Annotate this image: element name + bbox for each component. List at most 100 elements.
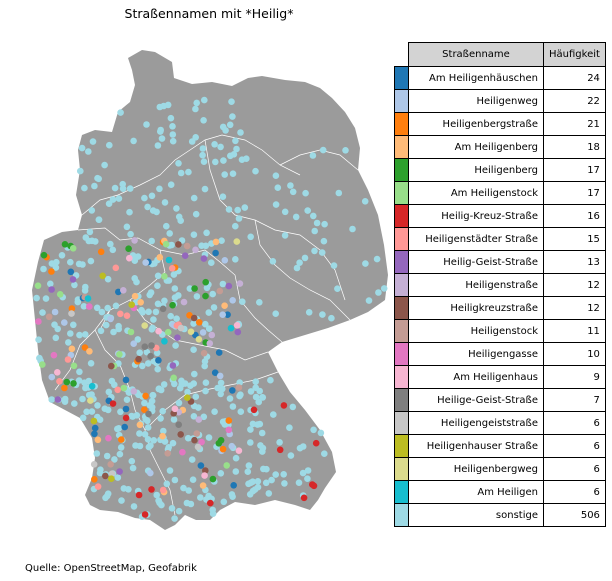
street-point <box>195 319 203 326</box>
street-point <box>229 493 236 501</box>
street-point <box>233 238 241 245</box>
street-point <box>67 258 74 266</box>
street-point <box>98 308 106 316</box>
street-point <box>180 298 188 306</box>
street-point <box>155 327 162 335</box>
street-point <box>193 430 201 437</box>
street-point <box>42 295 50 302</box>
street-point <box>318 249 326 256</box>
street-point <box>244 468 252 476</box>
street-point <box>144 424 152 431</box>
street-point <box>51 308 59 316</box>
street-point <box>296 444 304 452</box>
street-point <box>270 411 277 418</box>
street-point <box>304 467 312 474</box>
street-point <box>150 316 157 323</box>
street-point <box>109 400 117 407</box>
street-point <box>361 198 369 205</box>
street-point <box>156 185 163 193</box>
street-point <box>141 194 148 202</box>
street-point <box>215 440 223 447</box>
street-point <box>117 408 124 416</box>
street-point <box>82 283 89 291</box>
street-point <box>144 203 151 211</box>
street-point <box>160 381 168 388</box>
street-point <box>117 444 125 451</box>
street-point <box>88 408 96 415</box>
street-point <box>175 160 182 167</box>
street-point <box>365 297 373 304</box>
legend-row: Am Heiligenhäuschen 24 <box>394 66 606 90</box>
street-point <box>247 426 254 433</box>
legend-count: 6 <box>543 434 606 458</box>
street-point <box>142 392 149 400</box>
street-point <box>107 461 114 468</box>
street-point <box>300 494 308 502</box>
street-point <box>68 310 75 317</box>
street-point <box>88 237 96 245</box>
street-point <box>109 196 117 203</box>
street-point <box>69 245 77 252</box>
street-point <box>123 312 131 320</box>
street-point <box>172 342 179 349</box>
street-point <box>173 205 180 212</box>
street-point <box>148 486 155 493</box>
street-point <box>159 486 167 494</box>
street-point <box>64 356 72 363</box>
legend-street-name: Heilig-Geist-Straße <box>408 250 544 274</box>
street-point <box>245 462 253 469</box>
street-point <box>99 272 106 280</box>
street-point <box>102 472 109 480</box>
street-point <box>129 464 137 472</box>
street-point <box>81 344 89 351</box>
street-point <box>154 142 162 149</box>
street-point <box>319 311 326 318</box>
street-point <box>229 297 236 304</box>
street-point <box>247 439 254 446</box>
street-point <box>185 487 192 494</box>
street-point <box>349 225 356 233</box>
street-point <box>201 185 209 193</box>
legend-swatch <box>394 503 409 527</box>
legend-row: Heiligengeiststraße 6 <box>394 411 606 435</box>
street-point <box>131 292 139 300</box>
legend-row: Heilig-Kreuz-Straße 16 <box>394 204 606 228</box>
legend-count: 13 <box>543 250 606 274</box>
street-point <box>217 390 224 398</box>
street-point <box>141 511 149 518</box>
street-point <box>97 466 104 474</box>
street-point <box>171 294 179 301</box>
street-point <box>170 374 177 382</box>
street-point <box>83 408 90 416</box>
street-point <box>94 436 102 444</box>
street-point <box>116 468 123 475</box>
street-point <box>141 343 149 351</box>
street-point <box>202 278 209 286</box>
street-point <box>147 352 154 360</box>
legend-swatch <box>394 181 409 205</box>
street-point <box>200 349 208 357</box>
street-point <box>167 114 175 122</box>
legend-swatch <box>394 89 409 113</box>
street-point <box>287 452 295 459</box>
legend-street-name: Heiligenberg <box>408 158 544 182</box>
legend-row: Heilig-Geist-Straße 13 <box>394 250 606 274</box>
street-point <box>220 498 228 506</box>
street-point <box>311 247 318 255</box>
street-point <box>233 145 240 153</box>
street-point <box>125 245 132 252</box>
street-point <box>232 468 240 475</box>
street-point <box>286 424 293 432</box>
street-point <box>167 312 174 320</box>
street-point <box>168 265 176 272</box>
street-point <box>330 262 338 269</box>
street-point <box>212 158 219 166</box>
street-point <box>267 376 274 384</box>
street-point <box>91 430 98 438</box>
street-point <box>115 425 123 432</box>
street-point <box>70 380 77 387</box>
street-point <box>161 199 169 206</box>
street-point <box>234 328 242 336</box>
street-point <box>48 373 56 381</box>
street-point <box>195 336 203 343</box>
